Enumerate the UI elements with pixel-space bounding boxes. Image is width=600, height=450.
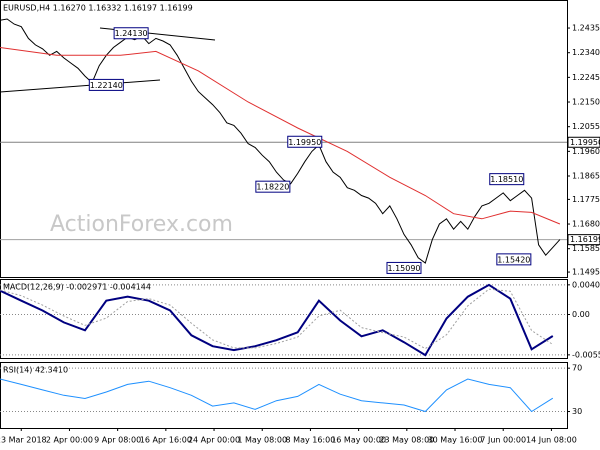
- x-tick-label: 9 Apr 08:00: [94, 436, 141, 445]
- x-tick-label: 14 Jun 08:00: [526, 436, 577, 445]
- y-tick-label: 1.17750: [572, 195, 600, 204]
- series-line: [0, 288, 554, 350]
- x-tick-label: 2 Apr 00:00: [46, 436, 93, 445]
- y-tick-label: 70: [572, 364, 582, 373]
- y-tick-label: 1.19600: [572, 147, 600, 156]
- y-tick-label: 0.004094: [572, 280, 600, 289]
- x-tick-label: 30 May 16:00: [428, 436, 483, 445]
- panel-frame: [0, 362, 568, 429]
- annotation-box: [287, 135, 323, 148]
- annotation-box: [255, 180, 291, 193]
- x-tick-label: 16 May 00:00: [331, 436, 386, 445]
- annotation-label: 1.22140: [90, 81, 123, 90]
- panel-frame: [0, 279, 568, 359]
- y-tick-label: 1.20550: [572, 122, 600, 131]
- annotation-label: 1.15090: [387, 264, 420, 273]
- x-tick-label: 7 Jun 00:00: [480, 436, 526, 445]
- annotation-box: [88, 78, 124, 91]
- annotation-box: [386, 261, 422, 274]
- y-tick-label: 1.18650: [572, 172, 600, 181]
- annotation-label: 1.18510: [490, 175, 523, 184]
- x-tick-label: 1 May 08:00: [237, 436, 287, 445]
- series-line: [0, 378, 554, 413]
- y-tick-label: 1.14950: [572, 268, 600, 277]
- panel-title: MACD(12,26,9) -0.002971 -0.004144: [3, 283, 151, 292]
- trendline: [0, 79, 161, 93]
- y-tick-label: 0.00: [572, 310, 590, 319]
- level-label: 1.16199: [570, 235, 600, 244]
- annotation-label: 1.15420: [497, 255, 530, 264]
- annotation-box: [496, 253, 532, 266]
- y-tick-label: 1.23400: [572, 48, 600, 57]
- annotation-label: 1.18220: [256, 183, 289, 192]
- y-tick-label: 1.16800: [572, 220, 600, 229]
- series-line: [0, 283, 554, 357]
- annotation-box: [489, 173, 525, 186]
- level-box: [567, 234, 600, 246]
- level-box: [567, 136, 600, 148]
- x-tick-label: 8 May 16:00: [286, 436, 336, 445]
- y-tick-label: 30: [572, 407, 582, 416]
- x-tick-label: 16 Apr 16:00: [140, 436, 192, 445]
- y-tick-label: 1.21500: [572, 98, 600, 107]
- x-tick-label: 23 May 08:00: [379, 436, 434, 445]
- x-tick-label: 24 Apr 00:00: [188, 436, 240, 445]
- level-label: 1.19950: [570, 138, 600, 147]
- annotation-box: [113, 27, 149, 40]
- y-tick-label: 1.22450: [572, 73, 600, 82]
- panel-title: EURUSD,H4 1.16270 1.16332 1.16197 1.1619…: [3, 4, 193, 13]
- y-tick-label: -0.005568: [572, 350, 600, 359]
- y-tick-label: 1.24350: [572, 24, 600, 33]
- annotation-label: 1.19950: [288, 138, 321, 147]
- series-line: [0, 47, 561, 225]
- watermark: ActionForex.com: [50, 212, 233, 237]
- y-tick-label: 1.15850: [572, 244, 600, 253]
- panel-title: RSI(14) 42.3410: [3, 366, 68, 375]
- annotation-label: 1.24130: [115, 29, 148, 38]
- x-tick-label: 23 Mar 2018: [0, 436, 47, 445]
